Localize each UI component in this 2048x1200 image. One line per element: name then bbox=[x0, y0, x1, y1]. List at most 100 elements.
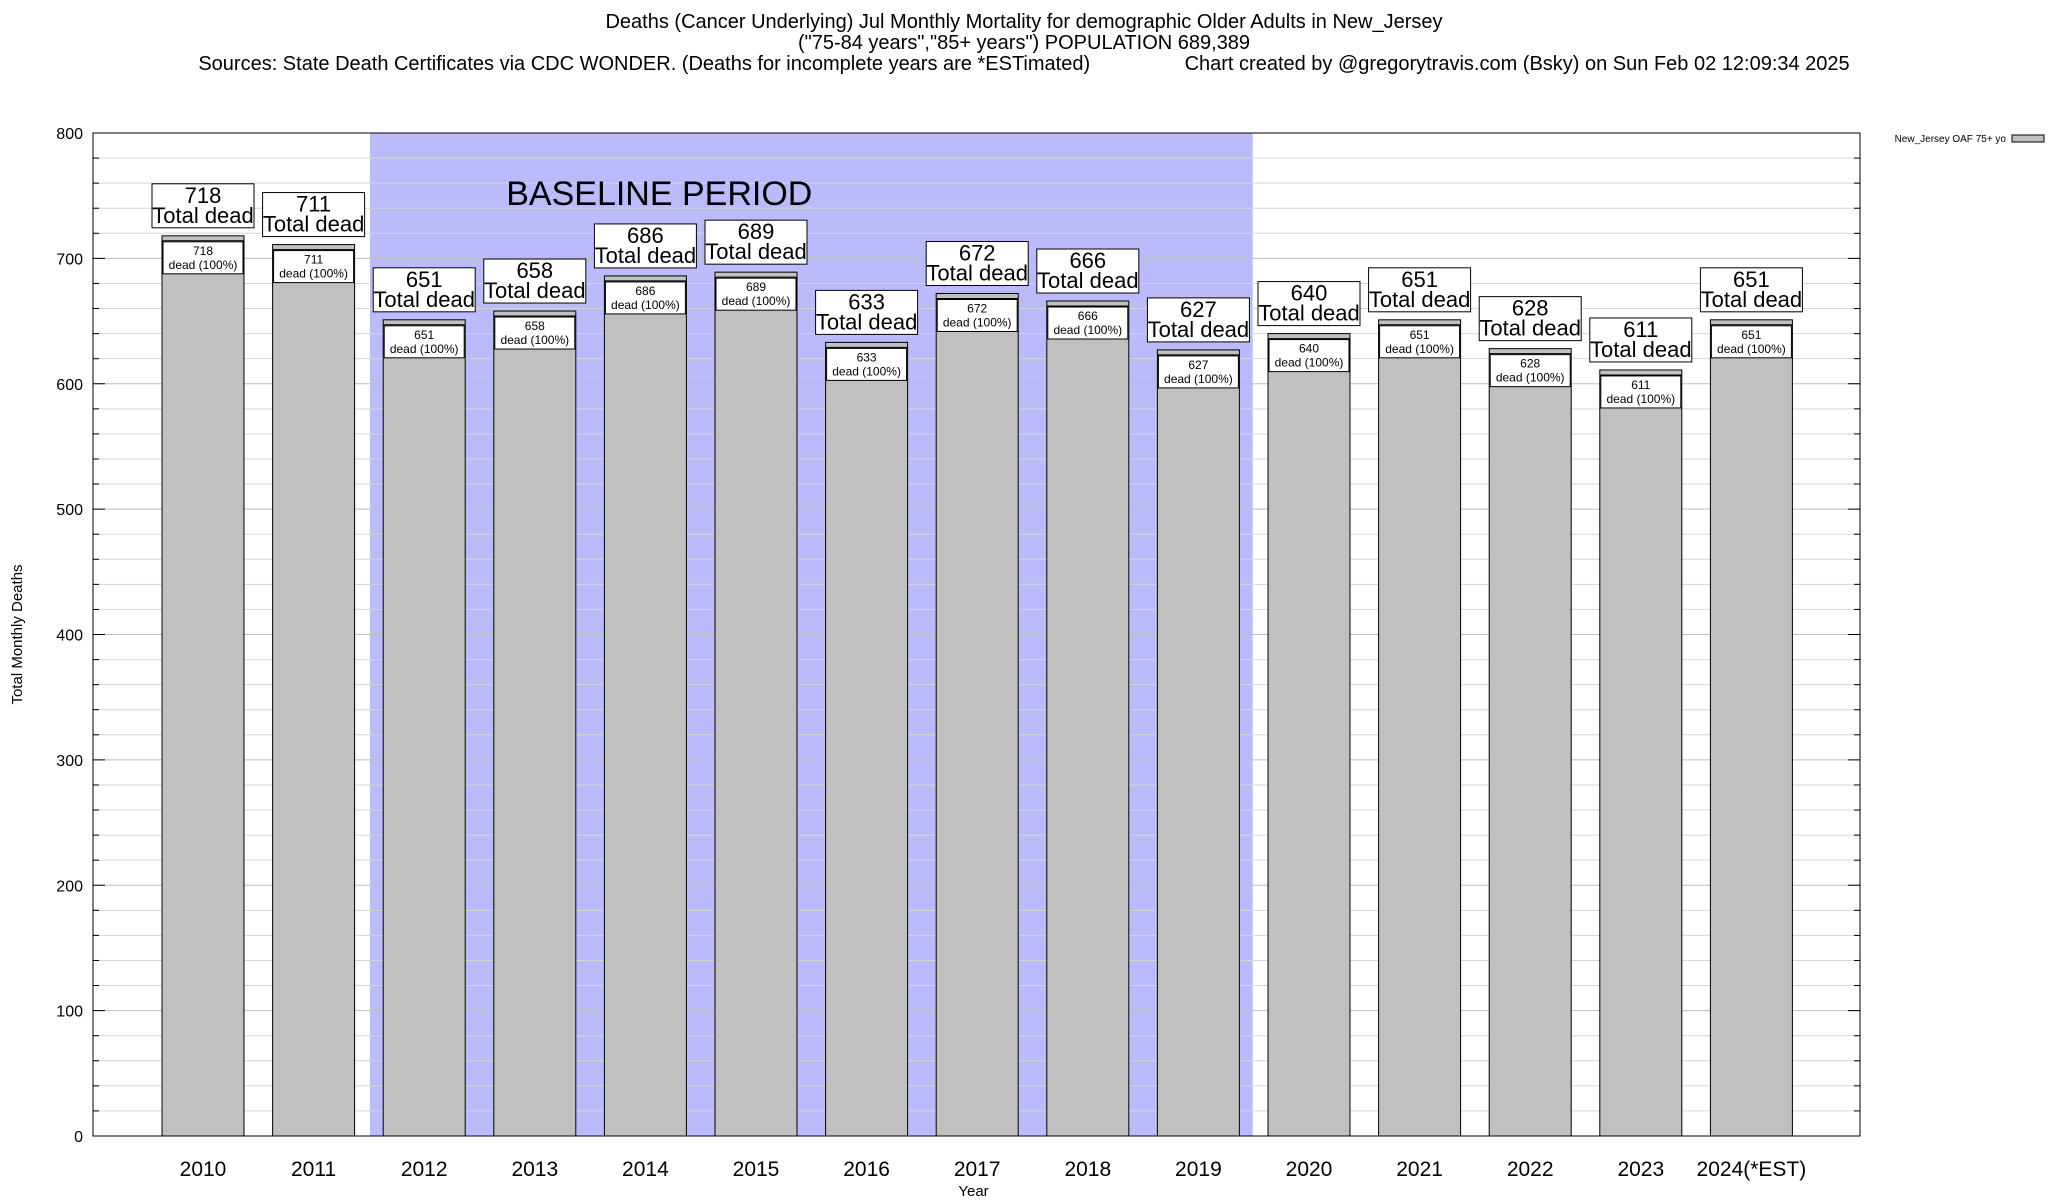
total-value-label: 718 bbox=[185, 183, 222, 208]
inner-label-box bbox=[936, 298, 1018, 332]
x-category-label: 2015 bbox=[733, 1158, 780, 1181]
inner-percent-label: dead (100%) bbox=[943, 315, 1012, 329]
total-value-label: 611 bbox=[1623, 317, 1658, 342]
total-dead-label: Total dead bbox=[1258, 301, 1360, 326]
total-value-label: 640 bbox=[1291, 281, 1328, 306]
x-category-label: 2013 bbox=[511, 1158, 558, 1181]
x-category-label: 2020 bbox=[1286, 1158, 1333, 1181]
inner-percent-label: dead (100%) bbox=[169, 258, 238, 272]
inner-label-box bbox=[494, 316, 576, 350]
chart-source-line: Sources: State Death Certificates via CD… bbox=[198, 53, 1850, 75]
total-value-label: 666 bbox=[1069, 248, 1106, 273]
inner-value-label: 718 bbox=[193, 244, 213, 258]
x-category-label: 2022 bbox=[1507, 1158, 1554, 1181]
total-dead-label: Total dead bbox=[1701, 287, 1803, 312]
total-dead-label: Total dead bbox=[263, 212, 365, 237]
inner-value-label: 711 bbox=[304, 253, 323, 267]
bar bbox=[1599, 369, 1683, 1137]
inner-value-label: 666 bbox=[1078, 309, 1098, 323]
x-category-label: 2018 bbox=[1064, 1158, 1111, 1181]
bar bbox=[272, 244, 356, 1137]
x-axis-title: Year bbox=[958, 1183, 988, 1200]
total-value-label: 627 bbox=[1180, 297, 1217, 322]
total-value-label: 651 bbox=[1733, 267, 1770, 292]
y-axis-title: Total Monthly Deaths bbox=[9, 564, 26, 704]
inner-value-label: 633 bbox=[857, 350, 877, 364]
x-category-label: 2011 bbox=[291, 1158, 336, 1181]
bar bbox=[1709, 319, 1793, 1137]
chart-title: Deaths (Cancer Underlying) Jul Monthly M… bbox=[605, 11, 1443, 33]
total-dead-label: Total dead bbox=[1590, 337, 1692, 362]
bar bbox=[1378, 319, 1462, 1137]
total-label-box bbox=[1146, 297, 1250, 343]
total-label-box bbox=[1257, 281, 1361, 327]
chart-subtitle: ("75-84 years","85+ years") POPULATION 6… bbox=[797, 32, 1251, 54]
y-tick-label: 800 bbox=[56, 126, 83, 143]
total-label-box bbox=[372, 267, 476, 313]
total-dead-label: Total dead bbox=[595, 243, 697, 268]
total-label-box bbox=[262, 192, 366, 238]
bar bbox=[493, 310, 577, 1137]
y-tick-label: 300 bbox=[56, 753, 83, 770]
inner-value-label: 628 bbox=[1520, 357, 1540, 371]
y-tick-label: 700 bbox=[56, 251, 83, 268]
inner-value-label: 689 bbox=[746, 280, 766, 294]
bar bbox=[935, 292, 1019, 1137]
inner-percent-label: dead (100%) bbox=[722, 294, 791, 308]
x-category-label: 2014 bbox=[622, 1158, 669, 1181]
inner-value-label: 686 bbox=[635, 284, 655, 298]
inner-label-box bbox=[1710, 325, 1792, 359]
inner-label-box bbox=[1489, 354, 1571, 388]
total-dead-label: Total dead bbox=[1037, 268, 1139, 293]
total-label-box bbox=[1589, 317, 1693, 363]
inner-value-label: 611 bbox=[1631, 378, 1650, 392]
inner-value-label: 672 bbox=[967, 301, 987, 315]
total-dead-label: Total dead bbox=[152, 203, 254, 228]
x-category-label: 2016 bbox=[843, 1158, 890, 1181]
y-tick-label: 400 bbox=[56, 628, 83, 645]
inner-percent-label: dead (100%) bbox=[390, 342, 459, 356]
total-label-box bbox=[704, 219, 808, 265]
y-tick-label: 500 bbox=[56, 502, 83, 519]
total-dead-label: Total dead bbox=[1369, 287, 1471, 312]
total-label-box bbox=[1036, 248, 1140, 294]
inner-percent-label: dead (100%) bbox=[1053, 323, 1122, 337]
total-label-box bbox=[151, 183, 255, 229]
inner-value-label: 651 bbox=[1410, 328, 1430, 342]
bar bbox=[382, 319, 466, 1137]
chart-header: Deaths (Cancer Underlying) Jul Monthly M… bbox=[0, 12, 2048, 75]
inner-value-label: 651 bbox=[414, 328, 434, 342]
inner-label-box bbox=[273, 250, 355, 284]
x-category-label: 2024(*EST) bbox=[1697, 1158, 1807, 1181]
bar bbox=[161, 235, 245, 1137]
legend-label: New_Jersey OAF 75+ yo bbox=[1895, 134, 2007, 145]
total-dead-label: Total dead bbox=[1148, 317, 1250, 342]
inner-percent-label: dead (100%) bbox=[1606, 392, 1675, 406]
total-value-label: 658 bbox=[516, 258, 553, 283]
inner-label-box bbox=[1157, 355, 1239, 389]
bar bbox=[825, 341, 909, 1137]
total-value-label: 651 bbox=[1401, 267, 1438, 292]
total-label-box bbox=[1478, 296, 1582, 342]
y-tick-label: 600 bbox=[56, 377, 83, 394]
baseline-period-label: BASELINE PERIOD bbox=[506, 175, 812, 213]
total-dead-label: Total dead bbox=[484, 278, 586, 303]
inner-value-label: 627 bbox=[1188, 358, 1208, 372]
x-category-label: 2019 bbox=[1175, 1158, 1222, 1181]
total-dead-label: Total dead bbox=[1479, 316, 1581, 341]
inner-value-label: 651 bbox=[1741, 328, 1761, 342]
inner-percent-label: dead (100%) bbox=[832, 364, 901, 378]
total-label-box bbox=[925, 240, 1029, 286]
inner-percent-label: dead (100%) bbox=[611, 298, 680, 312]
total-label-box bbox=[815, 289, 919, 335]
inner-label-box bbox=[604, 281, 686, 315]
total-value-label: 689 bbox=[738, 219, 775, 244]
inner-percent-label: dead (100%) bbox=[1275, 356, 1344, 370]
bar bbox=[603, 275, 687, 1137]
total-value-label: 711 bbox=[296, 192, 331, 217]
inner-label-box bbox=[1268, 339, 1350, 373]
bar bbox=[1267, 333, 1351, 1137]
x-category-label: 2017 bbox=[954, 1158, 1001, 1181]
inner-value-label: 658 bbox=[525, 319, 545, 333]
legend-swatch bbox=[2011, 134, 2045, 143]
